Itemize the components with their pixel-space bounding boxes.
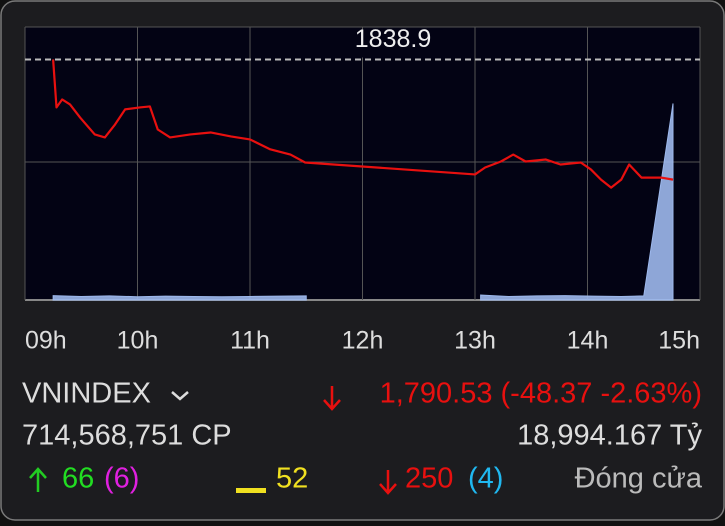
x-tick-label: 13h [454,327,496,355]
advancers: 66 [62,463,94,495]
down-arrow [323,386,341,411]
plot: 1838.9 [24,25,701,301]
price-line [52,59,674,189]
reference-label-bg [343,29,443,58]
trade-value: 18,994.167 Tỷ [517,420,702,452]
x-tick-label: 09h [25,327,67,355]
dropdown-icon[interactable] [171,391,189,401]
volume-area [52,103,674,301]
decliners: 250 [405,463,453,495]
x-tick-label: 14h [567,327,609,355]
x-tick-label: 11h [230,327,270,355]
trade-volume: 714,568,751 CP [22,420,232,452]
unchanged: 52 [276,463,308,495]
up-arrow [29,467,47,492]
x-tick-label: 12h [342,327,384,355]
market-status: Đóng cửa [575,463,703,495]
x-tick-label: 15h [658,327,700,355]
index-name[interactable]: VNINDEX [22,378,151,410]
reference-label: 1838.9 [355,25,431,53]
down-arrow [379,470,397,495]
x-tick-label: 10h [117,327,159,355]
ceiling-count: (6) [104,463,139,495]
index-change: 1,790.53 (-48.37 -2.63%) [380,378,702,410]
floor-count: (4) [468,463,503,495]
flat-icon [236,488,266,493]
